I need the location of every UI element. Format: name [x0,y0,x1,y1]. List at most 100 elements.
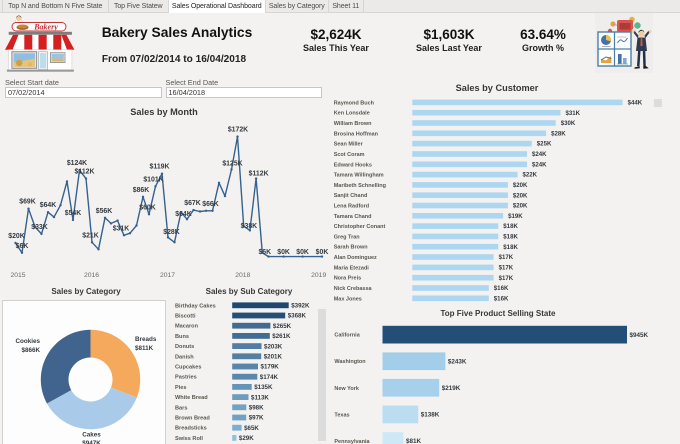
svg-text:$16K: $16K [494,295,509,302]
svg-text:Tamara Willingham: Tamara Willingham [334,173,384,179]
svg-text:$19K: $19K [508,213,523,220]
svg-text:$16K: $16K [494,285,509,292]
svg-text:New York: New York [334,386,359,392]
svg-text:$21K: $21K [82,232,98,239]
svg-text:$17K: $17K [499,275,514,282]
svg-text:$947K: $947K [82,440,101,444]
svg-text:Lena Radford: Lena Radford [334,204,369,210]
svg-text:$60K: $60K [139,204,155,211]
svg-text:$44K: $44K [628,100,643,107]
svg-text:$6K: $6K [16,243,29,250]
svg-text:Washington: Washington [334,359,366,365]
svg-text:Pennsylvania: Pennsylvania [334,439,370,444]
svg-text:$31K: $31K [566,110,581,117]
svg-text:$0K: $0K [277,249,290,256]
svg-text:2017: 2017 [160,272,175,279]
svg-text:$811K: $811K [135,345,154,352]
svg-text:Tamara Chand: Tamara Chand [334,214,372,220]
svg-text:Brown Bread: Brown Bread [175,416,210,422]
svg-text:$243K: $243K [448,358,467,365]
svg-text:Edward Hooks: Edward Hooks [334,162,372,168]
svg-text:$31K: $31K [113,225,129,232]
svg-text:$203K: $203K [264,343,283,350]
svg-text:$56K: $56K [96,208,112,215]
svg-text:$29K: $29K [239,435,254,442]
svg-text:Sanjit Chand: Sanjit Chand [334,193,368,199]
svg-text:Breads: Breads [135,336,157,343]
svg-text:Maria Etezadi: Maria Etezadi [334,265,370,271]
svg-text:$179K: $179K [261,364,280,371]
svg-text:Maribeth Schnelling: Maribeth Schnelling [334,183,386,189]
svg-text:$33K: $33K [31,224,47,231]
svg-text:$65K: $65K [244,425,259,432]
svg-text:Macaron: Macaron [175,324,199,330]
svg-text:$66K: $66K [202,201,218,208]
svg-text:Sarah Brown: Sarah Brown [334,245,369,251]
svg-text:$64K: $64K [175,211,191,218]
svg-text:Brosina Hoffman: Brosina Hoffman [334,131,379,137]
svg-text:$20K: $20K [513,182,528,189]
svg-text:$866K: $866K [21,347,40,354]
svg-text:Nick Crebassa: Nick Crebassa [334,286,373,292]
svg-text:$172K: $172K [228,127,248,134]
svg-text:$38K: $38K [241,223,257,230]
svg-text:$30K: $30K [561,120,576,127]
svg-text:$25K: $25K [537,141,552,148]
svg-text:$201K: $201K [264,354,283,361]
svg-text:White Bread: White Bread [175,395,208,401]
svg-text:$20K: $20K [513,203,528,210]
svg-text:$18K: $18K [503,223,518,230]
svg-text:$0K: $0K [316,249,329,256]
svg-text:$945K: $945K [630,332,649,339]
svg-text:Greg Tran: Greg Tran [334,234,361,240]
svg-text:William Brown: William Brown [334,121,372,127]
svg-text:Texas: Texas [334,412,349,418]
svg-text:2018: 2018 [235,272,250,279]
svg-text:$17K: $17K [499,265,514,272]
svg-text:$101K: $101K [143,176,163,183]
svg-text:Ken Lonsdale: Ken Lonsdale [334,111,370,117]
svg-text:Donuts: Donuts [175,344,194,350]
svg-text:Sean Miller: Sean Miller [334,142,364,148]
svg-text:Swiss Roll: Swiss Roll [175,436,203,442]
svg-text:$69K: $69K [19,199,35,206]
svg-text:$174K: $174K [260,374,279,381]
svg-text:$86K: $86K [133,187,149,194]
svg-text:Nora Preis: Nora Preis [334,276,362,282]
svg-text:Breadsticks: Breadsticks [175,426,207,432]
svg-text:$28K: $28K [551,130,566,137]
svg-text:$125K: $125K [222,161,242,168]
svg-text:$24K: $24K [532,151,547,158]
svg-text:2015: 2015 [10,272,25,279]
svg-text:$0K: $0K [296,249,309,256]
svg-text:$113K: $113K [251,394,269,401]
svg-text:$135K: $135K [254,384,273,391]
svg-text:Raymond Buch: Raymond Buch [334,100,375,106]
svg-text:$138K: $138K [421,412,440,419]
svg-text:$112K: $112K [75,169,95,176]
svg-text:$17K: $17K [499,254,514,261]
svg-text:Cookies: Cookies [16,338,41,345]
svg-text:$219K: $219K [442,385,461,392]
svg-text:Biscotti: Biscotti [175,314,196,320]
svg-text:Birthday Cakes: Birthday Cakes [175,303,216,309]
svg-text:$20K: $20K [513,192,528,199]
svg-text:Scot Coram: Scot Coram [334,152,365,158]
svg-text:Bakery: Bakery [33,23,58,32]
svg-text:$97K: $97K [249,415,264,422]
svg-text:2019: 2019 [311,272,326,279]
svg-text:2016: 2016 [84,272,99,279]
svg-text:$98K: $98K [249,405,264,412]
svg-text:Cakes: Cakes [82,432,101,439]
svg-text:$20K: $20K [8,233,24,240]
svg-text:$112K: $112K [249,171,269,178]
svg-text:$64K: $64K [40,202,56,209]
svg-text:Buns: Buns [175,334,189,340]
svg-text:$6K: $6K [258,249,271,256]
svg-text:$67K: $67K [184,200,200,207]
svg-text:$18K: $18K [503,234,518,241]
svg-text:$24K: $24K [532,161,547,168]
svg-text:Danish: Danish [175,354,194,360]
svg-text:Pastries: Pastries [175,375,197,381]
svg-text:Pies: Pies [175,385,187,391]
